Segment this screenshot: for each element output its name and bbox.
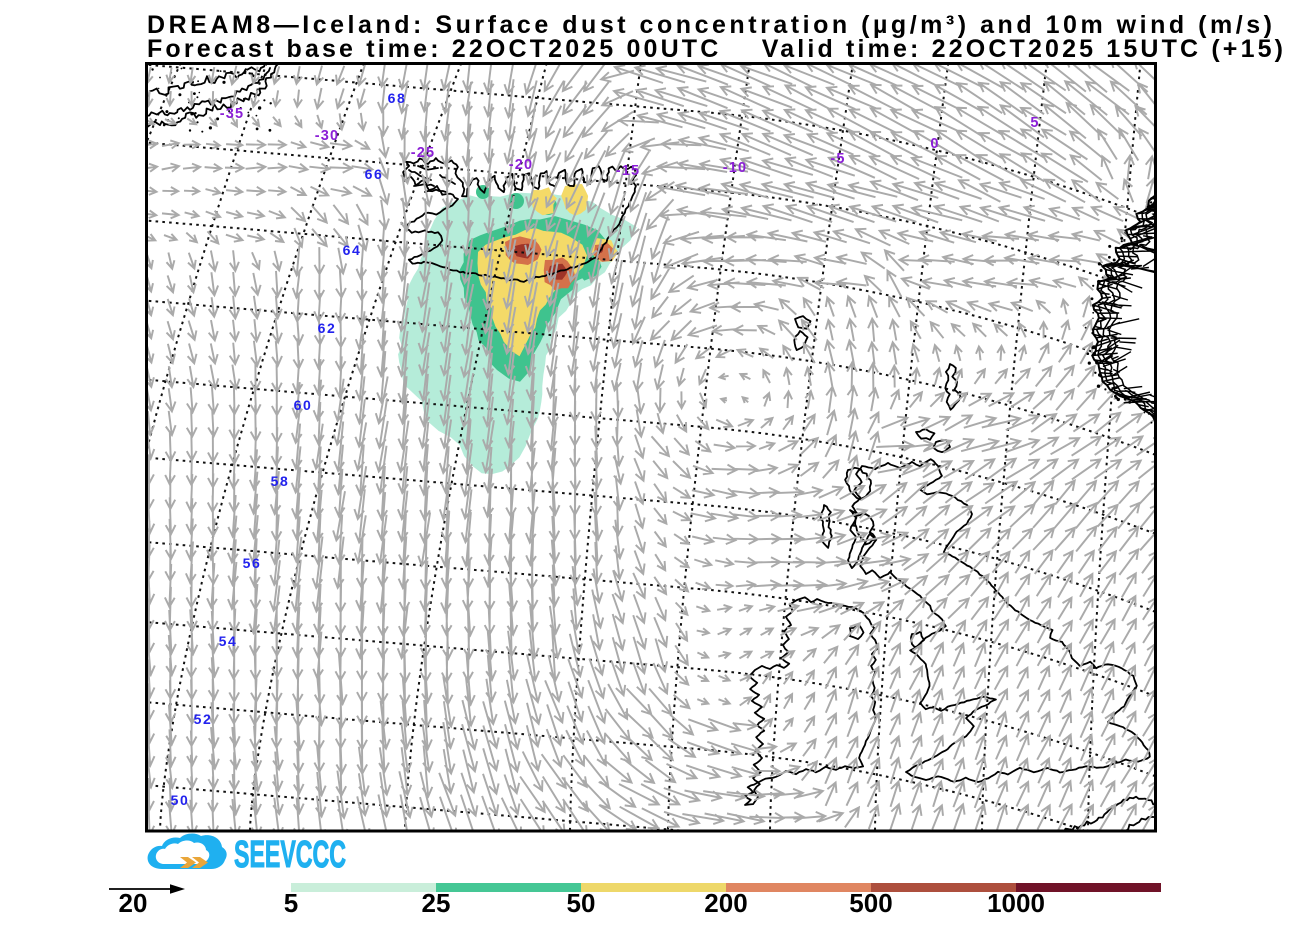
svg-text:-5: -5 [830, 151, 845, 167]
svg-text:5: 5 [1030, 115, 1039, 131]
svg-text:50: 50 [171, 792, 190, 808]
svg-text:200: 200 [704, 888, 747, 918]
svg-text:68: 68 [388, 90, 407, 106]
svg-text:64: 64 [343, 242, 362, 258]
svg-text:SEEVCCC: SEEVCCC [234, 834, 346, 876]
svg-text:66: 66 [365, 166, 384, 182]
svg-text:56: 56 [243, 555, 262, 571]
svg-text:0: 0 [930, 136, 939, 152]
svg-text:25: 25 [422, 888, 451, 918]
svg-text:20: 20 [119, 888, 148, 918]
svg-text:-20: -20 [509, 157, 534, 173]
svg-text:-25: -25 [411, 145, 436, 161]
svg-text:500: 500 [849, 888, 892, 918]
svg-text:58: 58 [271, 473, 290, 489]
svg-text:Forecast base time: 22OCT2025: Forecast base time: 22OCT2025 00UTC Vali… [147, 35, 1283, 63]
svg-text:1000: 1000 [987, 888, 1045, 918]
svg-text:60: 60 [294, 397, 313, 413]
svg-text:-15: -15 [616, 163, 641, 179]
svg-text:5: 5 [284, 888, 298, 918]
svg-text:52: 52 [194, 711, 213, 727]
svg-text:-30: -30 [315, 128, 340, 144]
svg-text:-35: -35 [220, 106, 245, 122]
svg-text:-10: -10 [723, 160, 748, 176]
svg-text:54: 54 [219, 633, 238, 649]
svg-text:50: 50 [567, 888, 596, 918]
svg-text:62: 62 [318, 320, 337, 336]
